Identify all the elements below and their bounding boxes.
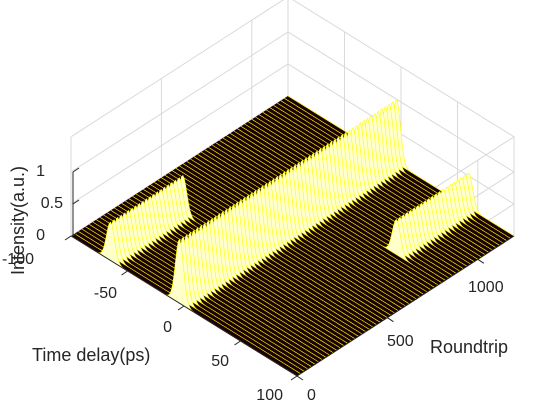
roundtrip-slice [135,179,363,335]
surface [70,95,515,377]
roundtrip-slice [226,135,453,276]
roundtrip-slice [103,200,330,356]
y-tick-label: 0 [307,387,316,404]
z-tick-mark [72,167,80,173]
roundtrip-slice [168,172,395,314]
z-tick-label: 0.5 [41,195,63,212]
roundtrip-slice [248,121,475,262]
roundtrip-slice [78,216,305,372]
roundtrip-slice [237,128,464,269]
roundtrip-slice [121,188,348,344]
y-tick-label: 500 [387,333,414,350]
z-tick-label: 1 [36,163,45,180]
roundtrip-slice [132,181,359,337]
axes [64,167,515,381]
y-tick-mark [296,375,304,381]
roundtrip-slice [74,219,301,374]
y-axis-label: Roundtrip [430,337,508,357]
z-tick-mark [72,199,80,205]
roundtrip-slice [143,174,370,330]
roundtrip-slice [128,184,356,339]
roundtrip-slice [215,142,442,283]
roundtrip-slice [88,209,316,365]
y-tick-mark [387,317,394,323]
x-tick-label: 100 [256,387,283,404]
x-tick-mark [121,270,128,276]
roundtrip-slice [96,205,323,360]
roundtrip-slice [107,198,334,353]
roundtrip-slice [117,191,345,346]
roundtrip-slice [204,149,431,290]
y-tick-mark [477,258,485,264]
roundtrip-slice [182,163,410,304]
roundtrip-slice [157,179,384,321]
roundtrip-slice [114,193,341,349]
x-tick-label: -50 [94,285,117,302]
roundtrip-slice [110,195,337,351]
roundtrip-slice [233,130,460,272]
roundtrip-slice [139,177,366,332]
roundtrip-slice [85,212,312,367]
roundtrip-slice [172,170,399,311]
x-tick-mark [64,235,72,241]
roundtrip-slice [92,207,319,363]
x-axis-label: Time delay(ps) [32,345,150,365]
roundtrip-slice [81,214,309,370]
x-tick-label: 50 [211,353,229,370]
x-tick-mark [177,305,185,311]
roundtrip-slice [161,177,388,318]
x-tick-label: -100 [2,251,34,268]
roundtrip-slice [193,156,421,297]
x-tick-mark [234,340,241,346]
x-tick-mark [290,375,298,381]
y-tick-label: 1000 [468,279,504,296]
z-tick-label: 0 [36,227,45,244]
z-tick-mark [72,231,80,237]
x-tick-label: 0 [163,319,172,336]
z-axis-label: Intensity(a.u.) [8,166,28,275]
roundtrip-slice [99,202,327,358]
roundtrip-slice [125,186,352,342]
